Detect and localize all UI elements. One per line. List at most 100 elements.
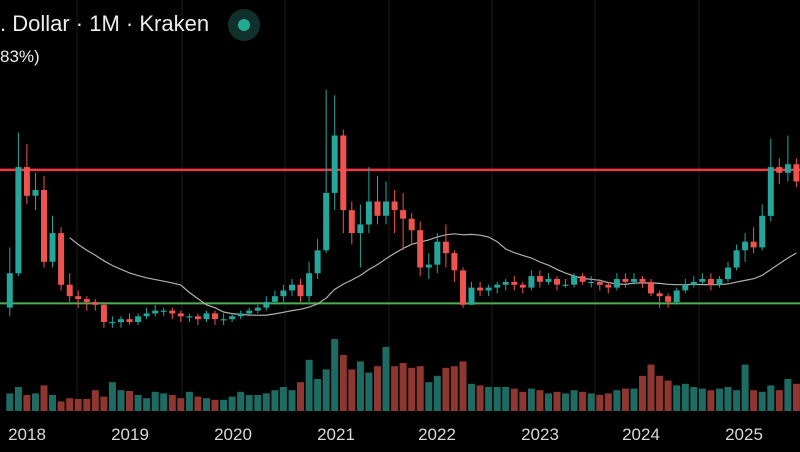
volume-bar	[288, 390, 296, 411]
candle	[665, 293, 672, 308]
candle	[631, 273, 637, 285]
candle	[605, 281, 612, 294]
volume-bar	[716, 388, 723, 411]
volume-bar	[433, 375, 441, 411]
volume-bar	[228, 396, 236, 411]
candle	[545, 273, 552, 285]
volume-bar	[733, 390, 741, 411]
candle	[194, 313, 201, 325]
volume-bar	[673, 385, 681, 411]
volume-bar	[570, 390, 578, 411]
volume-bar	[391, 366, 399, 411]
candle	[742, 233, 749, 262]
x-tick-label: 2019	[111, 425, 149, 444]
candle	[23, 144, 30, 205]
candle	[477, 281, 484, 297]
volume-bar	[485, 387, 493, 411]
x-tick-label: 2021	[317, 425, 355, 444]
candle	[263, 296, 270, 311]
market-status-icon[interactable]	[228, 9, 260, 41]
volume-bar	[49, 395, 56, 411]
volume-bar	[775, 390, 783, 411]
volume-bar	[553, 391, 561, 411]
volume-bar	[322, 369, 330, 411]
candle	[613, 273, 620, 291]
x-tick-label: 2020	[214, 425, 252, 444]
x-axis: 2018 2019 2020 2021 2022 2023 2024 2025	[8, 425, 763, 444]
x-tick-label: 2024	[622, 425, 660, 444]
candle	[391, 190, 398, 234]
candle	[408, 213, 415, 245]
candle	[400, 192, 407, 251]
candle	[374, 175, 381, 225]
volume-bar	[6, 393, 14, 411]
volume-bar	[639, 375, 646, 411]
x-tick-label: 2022	[418, 425, 456, 444]
volume-bar	[681, 383, 689, 411]
candle	[83, 296, 90, 311]
volume-bar	[237, 391, 245, 411]
candle	[417, 221, 424, 277]
candle	[733, 244, 740, 271]
candle	[690, 276, 697, 288]
volume-bar	[408, 367, 416, 411]
candle	[579, 273, 586, 285]
candle	[622, 273, 629, 288]
volume-bar	[707, 390, 715, 411]
volume-bar	[331, 339, 339, 411]
candle	[750, 227, 757, 254]
candle	[639, 276, 646, 288]
candle	[383, 181, 389, 225]
volume-bar	[74, 399, 82, 411]
volume-bar	[177, 398, 185, 411]
x-tick-label: 2018	[8, 425, 46, 444]
candle	[32, 172, 39, 211]
candle	[186, 313, 193, 322]
volume-bar	[502, 387, 510, 411]
candle	[759, 204, 766, 251]
candle	[340, 129, 347, 234]
volume-bar	[664, 380, 672, 411]
volume-bar	[297, 382, 304, 411]
candle	[246, 307, 253, 317]
candle	[289, 279, 295, 297]
volume-bar	[468, 383, 475, 411]
volume-bars	[6, 339, 800, 411]
volume-bar	[562, 393, 569, 411]
volume-bar	[647, 364, 655, 411]
candle	[648, 279, 654, 297]
candle	[528, 270, 535, 291]
volume-bar	[271, 390, 279, 411]
candle	[571, 273, 578, 288]
candle	[152, 304, 159, 317]
volume-bar	[519, 391, 527, 411]
symbol-title[interactable]: . Dollar · 1M · Kraken	[0, 11, 210, 36]
volume-bar	[425, 382, 433, 411]
horizontal-lines[interactable]	[0, 168, 800, 305]
volume-bar	[117, 390, 125, 411]
volume-bar	[245, 395, 253, 411]
candle	[143, 307, 150, 320]
x-tick-label: 2025	[725, 425, 763, 444]
candle	[725, 261, 731, 282]
volume-bar	[604, 393, 612, 411]
candle	[212, 310, 218, 325]
volume-bar	[100, 396, 108, 411]
candle	[254, 304, 261, 314]
candle	[502, 279, 509, 291]
volume-bar	[279, 387, 287, 411]
candle	[511, 276, 518, 291]
volume-bar	[314, 379, 322, 411]
x-tick-label: 2023	[521, 425, 559, 444]
candle	[297, 279, 304, 302]
volume-bar	[382, 347, 390, 411]
candle	[460, 267, 466, 308]
candle	[6, 247, 13, 317]
candle	[177, 310, 184, 322]
volume-bar	[416, 366, 424, 411]
volume-bar	[374, 366, 381, 411]
candle	[699, 273, 706, 285]
volume-bar	[698, 388, 706, 411]
volume-bar	[630, 388, 638, 411]
